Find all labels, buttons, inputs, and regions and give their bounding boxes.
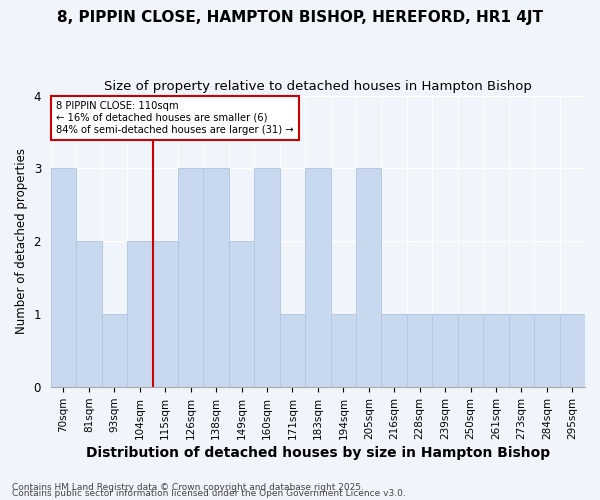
Text: Contains HM Land Registry data © Crown copyright and database right 2025.: Contains HM Land Registry data © Crown c…	[12, 483, 364, 492]
Bar	[254, 168, 280, 387]
Bar	[534, 314, 560, 387]
Bar	[101, 314, 127, 387]
Bar	[51, 168, 76, 387]
Bar	[203, 168, 229, 387]
Bar	[331, 314, 356, 387]
Bar	[178, 168, 203, 387]
Bar	[229, 242, 254, 387]
Bar	[280, 314, 305, 387]
Text: Contains public sector information licensed under the Open Government Licence v3: Contains public sector information licen…	[12, 489, 406, 498]
Bar	[152, 242, 178, 387]
Bar	[305, 168, 331, 387]
Bar	[560, 314, 585, 387]
Bar	[127, 242, 152, 387]
Text: 8 PIPPIN CLOSE: 110sqm
← 16% of detached houses are smaller (6)
84% of semi-deta: 8 PIPPIN CLOSE: 110sqm ← 16% of detached…	[56, 102, 294, 134]
Bar	[458, 314, 483, 387]
Title: Size of property relative to detached houses in Hampton Bishop: Size of property relative to detached ho…	[104, 80, 532, 93]
X-axis label: Distribution of detached houses by size in Hampton Bishop: Distribution of detached houses by size …	[86, 446, 550, 460]
Y-axis label: Number of detached properties: Number of detached properties	[15, 148, 28, 334]
Bar	[356, 168, 382, 387]
Bar	[433, 314, 458, 387]
Bar	[483, 314, 509, 387]
Text: 8, PIPPIN CLOSE, HAMPTON BISHOP, HEREFORD, HR1 4JT: 8, PIPPIN CLOSE, HAMPTON BISHOP, HEREFOR…	[57, 10, 543, 25]
Bar	[76, 242, 101, 387]
Bar	[509, 314, 534, 387]
Bar	[407, 314, 433, 387]
Bar	[382, 314, 407, 387]
